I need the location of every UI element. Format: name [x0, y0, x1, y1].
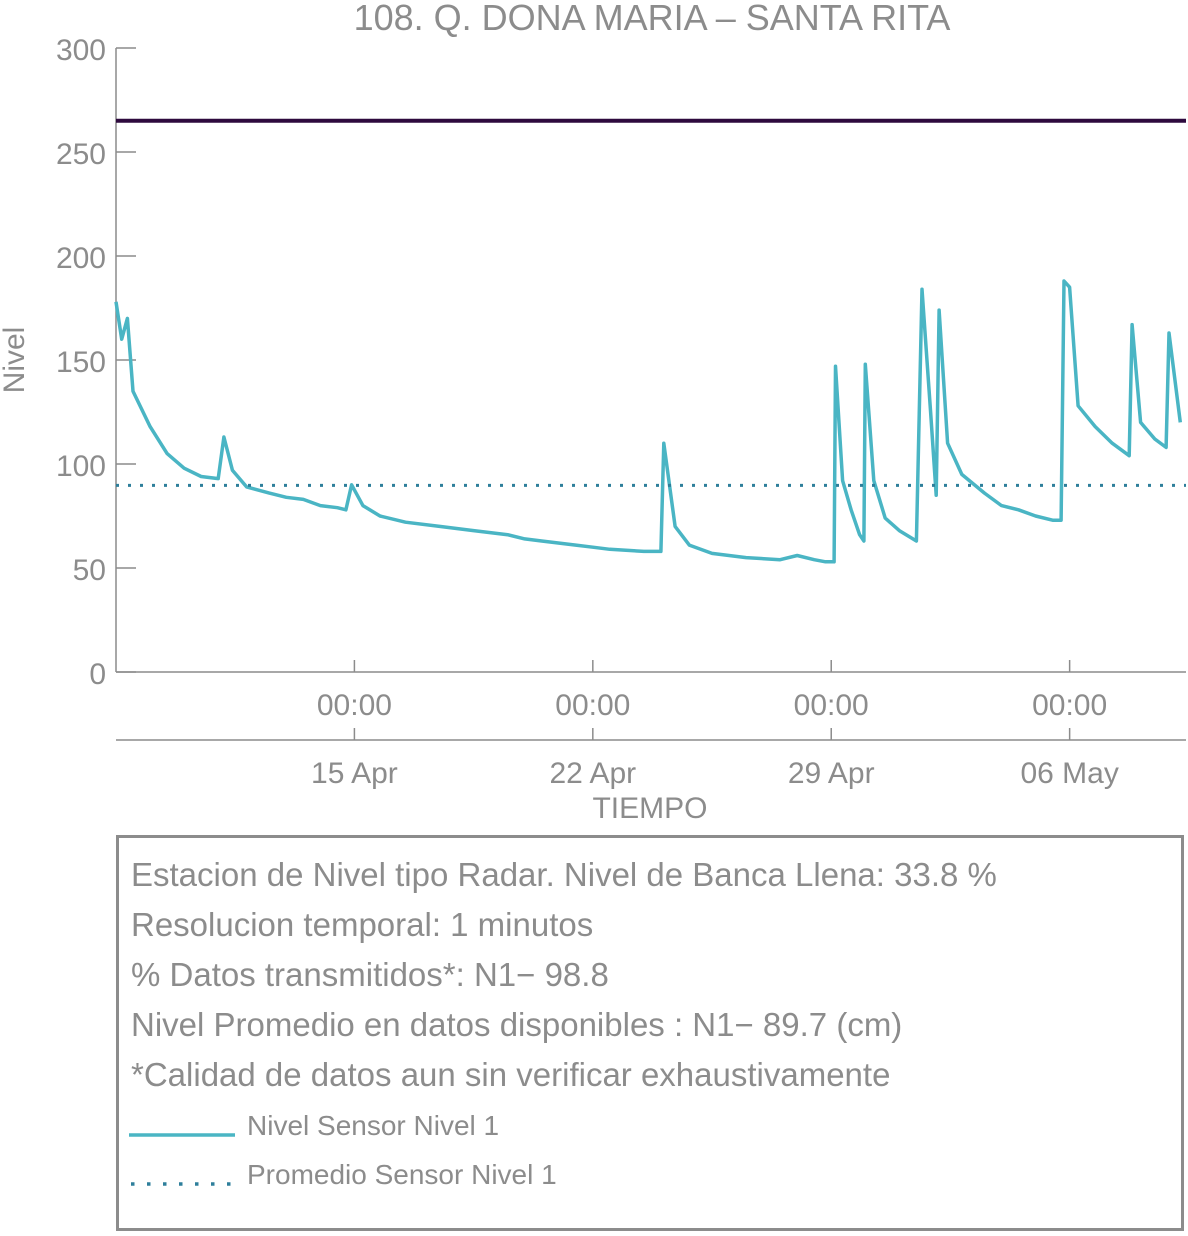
x-date-tick-label: 22 Apr: [549, 757, 636, 790]
info-panel: Estacion de Nivel tipo Radar. Nivel de B…: [116, 835, 1184, 1231]
level-chart: 108. Q. DONA MARIA – SANTA RITA 0 50 100 15…: [0, 0, 1186, 825]
y-tick-label: 250: [56, 138, 106, 171]
x-date-tick-label: 29 Apr: [788, 757, 875, 790]
legend-label-promedio: Promedio Sensor Nivel 1: [247, 1159, 557, 1190]
y-tick-label: 0: [89, 658, 106, 691]
y-tick-label: 300: [56, 34, 106, 67]
x-time-tick-label: 00:00: [1032, 689, 1107, 722]
x-time-tick-label: 00:00: [317, 689, 392, 722]
info-line-calidad: *Calidad de datos aun sin verificar exha…: [131, 1056, 891, 1093]
legend-swatch-promedio: [131, 1182, 235, 1186]
legend-swatch-nivel: [129, 1133, 235, 1137]
info-line-resolucion: Resolucion temporal: 1 minutos: [131, 906, 594, 943]
info-line-nivel-promedio: Nivel Promedio en datos disponibles : N1…: [131, 1006, 903, 1043]
info-line-banca: Estacion de Nivel tipo Radar. Nivel de B…: [131, 856, 997, 893]
nivel-series-line: [114, 279, 1183, 564]
x-date-tick-label: 15 Apr: [311, 757, 398, 790]
x-date-tick-label: 06 May: [1020, 757, 1118, 790]
x-time-tick-label: 00:00: [555, 689, 630, 722]
series-layer: [114, 118, 1186, 564]
y-tick-label: 50: [73, 554, 106, 587]
y-tick-label: 150: [56, 346, 106, 379]
x-axis-label: TIEMPO: [592, 792, 707, 825]
x-time-tick-label: 00:00: [794, 689, 869, 722]
y-tick-label: 100: [56, 450, 106, 483]
y-tick-label: 200: [56, 242, 106, 275]
y-axis-label: Nivel: [0, 327, 31, 394]
x-axis-ticks: 00:00 00:00 00:00 00:00 15 Apr 22 Apr 29 Apr 06…: [311, 660, 1119, 790]
chart-title: 108. Q. DONA MARIA – SANTA RITA: [354, 0, 951, 38]
legend-label-nivel: Nivel Sensor Nivel 1: [247, 1110, 500, 1141]
info-line-datos-transmitidos: % Datos transmitidos*: N1− 98.8: [131, 956, 609, 993]
y-axis-ticks: 0 50 100 150 200 250 300: [56, 34, 136, 691]
